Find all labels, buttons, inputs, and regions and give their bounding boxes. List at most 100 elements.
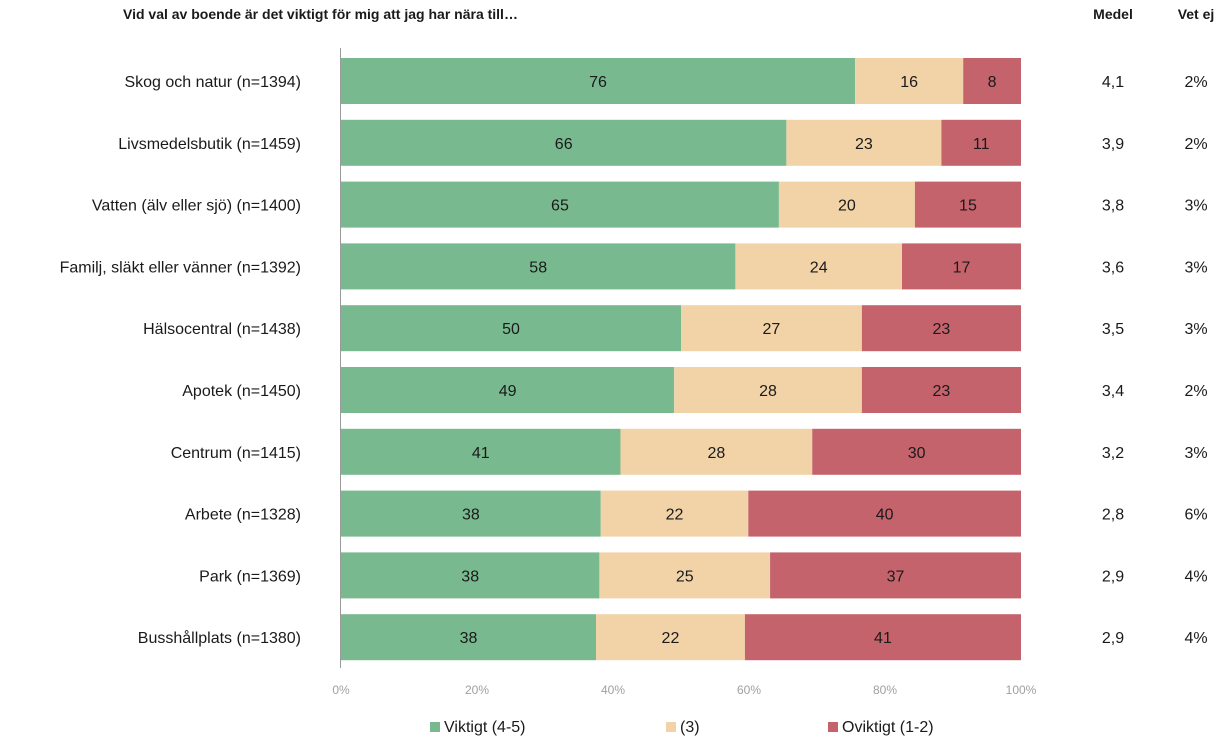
category-label: Livsmedelsbutik (n=1459) (118, 136, 301, 153)
side-column-value: 2% (1184, 74, 1207, 91)
x-tick-label: 100% (1006, 683, 1037, 697)
bar-segment (341, 490, 601, 537)
category-label: Busshållplats (n=1380) (138, 629, 301, 647)
bar-data-label: 16 (900, 74, 918, 91)
side-column-value: 3,2 (1102, 445, 1124, 462)
side-column-value: 2% (1184, 136, 1207, 153)
legend-item: (3) (666, 719, 700, 736)
bar-data-label: 50 (502, 321, 520, 338)
bar-data-label: 38 (461, 568, 479, 585)
bar-segment (599, 552, 771, 599)
category-label: Apotek (n=1450) (182, 383, 301, 400)
bar-segment (861, 305, 1021, 352)
bar-segment (735, 243, 902, 290)
bar-segment (914, 181, 1021, 228)
side-column-value: 2% (1184, 383, 1207, 400)
bar-data-label: 24 (810, 259, 828, 276)
side-column-value: 3,4 (1102, 383, 1124, 400)
bar-segment (674, 367, 862, 413)
bar-segment (341, 119, 787, 166)
bar-data-label: 58 (529, 259, 547, 276)
bar-segment (963, 58, 1021, 104)
bar-segment (341, 58, 856, 104)
bar-segment (341, 552, 600, 599)
legend-swatch (430, 722, 440, 732)
bar-data-label: 49 (499, 383, 517, 400)
bar-segment (341, 243, 736, 290)
legend-label: (3) (680, 719, 700, 736)
bar-segment (341, 367, 675, 413)
bar-data-label: 66 (555, 136, 573, 153)
bar-segment (341, 428, 621, 475)
bar-data-label: 22 (662, 630, 680, 647)
bar-segment (341, 181, 779, 228)
bar-data-label: 28 (707, 445, 725, 462)
side-column-value: 3,9 (1102, 136, 1124, 153)
legend-label: Viktigt (4-5) (444, 719, 526, 736)
legend-label: Oviktigt (1-2) (842, 719, 934, 736)
x-tick-label: 60% (737, 683, 761, 697)
bar-data-label: 15 (959, 198, 977, 215)
side-column-header: Vet ej (1178, 6, 1215, 22)
bar-data-label: 38 (460, 630, 478, 647)
bar-data-label: 23 (933, 321, 951, 338)
bar-data-label: 41 (874, 630, 892, 647)
side-column-header: Medel (1093, 6, 1133, 22)
side-column-value: 4% (1184, 568, 1207, 585)
bar-data-label: 23 (933, 383, 951, 400)
bar-data-label: 20 (838, 198, 856, 215)
side-column-value: 2,8 (1102, 507, 1124, 524)
bar-segment (902, 243, 1021, 290)
bar-segment (778, 181, 915, 228)
bar-data-label: 41 (472, 445, 490, 462)
side-column-value: 3,6 (1102, 259, 1124, 276)
bar-data-label: 37 (887, 568, 905, 585)
bar-data-label: 11 (973, 136, 990, 153)
side-column-value: 6% (1184, 507, 1207, 524)
side-column-value: 3% (1184, 259, 1207, 276)
x-tick-label: 20% (465, 683, 489, 697)
bar-data-label: 8 (988, 74, 997, 91)
category-label: Skog och natur (n=1394) (124, 74, 301, 91)
bar-segment (786, 119, 942, 166)
category-label: Park (n=1369) (199, 568, 301, 585)
side-column-value: 4% (1184, 630, 1207, 647)
bar-segment (620, 428, 813, 475)
bar-data-label: 17 (953, 259, 971, 276)
side-column-value: 3% (1184, 198, 1207, 215)
bar-segment (596, 614, 745, 661)
category-label: Centrum (n=1415) (171, 445, 301, 462)
bar-data-label: 28 (759, 383, 777, 400)
bar-data-label: 25 (676, 568, 694, 585)
bar-segment (748, 490, 1021, 537)
side-column-value: 2,9 (1102, 568, 1124, 585)
bar-segment (681, 305, 862, 352)
bar-data-label: 30 (908, 445, 926, 462)
chart-title: Vid val av boende är det viktigt för mig… (123, 6, 518, 22)
legend-item: Viktigt (4-5) (430, 719, 526, 736)
legend-item: Oviktigt (1-2) (828, 719, 934, 736)
bar-segment (941, 119, 1021, 166)
side-column-value: 4,1 (1102, 74, 1124, 91)
bar-segment (812, 428, 1021, 475)
category-label: Hälsocentral (n=1438) (143, 321, 301, 338)
x-tick-label: 0% (332, 683, 350, 697)
x-tick-label: 80% (873, 683, 897, 697)
bar-segment (770, 552, 1021, 599)
side-column-value: 3% (1184, 321, 1207, 338)
bar-segment (341, 614, 596, 661)
bar-data-label: 38 (462, 507, 480, 524)
bar-data-label: 23 (855, 136, 873, 153)
side-column-value: 2,9 (1102, 630, 1124, 647)
legend-swatch (828, 722, 838, 732)
bar-segment (855, 58, 964, 104)
bar-data-label: 27 (763, 321, 781, 338)
side-column-value: 3,5 (1102, 321, 1124, 338)
legend-swatch (666, 722, 676, 732)
category-label: Arbete (n=1328) (185, 507, 301, 524)
side-column-value: 3,8 (1102, 198, 1124, 215)
side-column-value: 3% (1184, 445, 1207, 462)
category-label: Vatten (älv eller sjö) (n=1400) (92, 198, 301, 215)
bar-data-label: 22 (666, 507, 684, 524)
